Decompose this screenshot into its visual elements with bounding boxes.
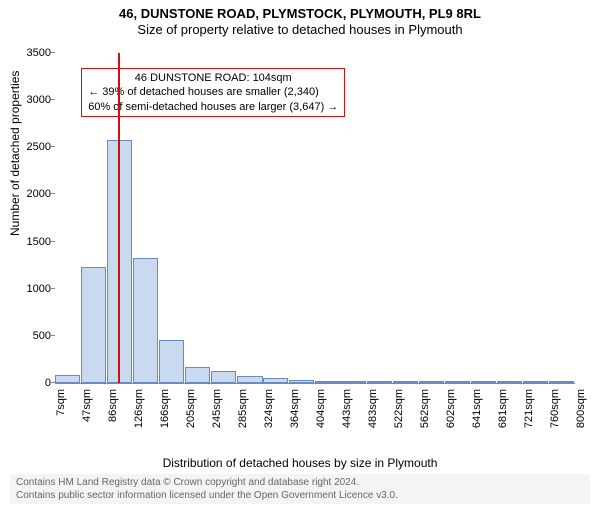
footer-line-2: Contains public sector information licen…: [16, 489, 584, 502]
histogram-bar: [237, 376, 262, 383]
histogram-bar: [497, 381, 522, 383]
annotation-line-3: 60% of semi-detached houses are larger (…: [88, 100, 338, 114]
x-tick-label: 760sqm: [549, 389, 561, 428]
y-tick-label: 3000: [27, 94, 51, 106]
y-tick-mark: [51, 146, 55, 147]
x-tick-label: 7sqm: [55, 389, 67, 416]
histogram-bar: [185, 367, 210, 383]
y-tick-label: 500: [33, 330, 51, 342]
y-tick-mark: [51, 52, 55, 53]
x-tick-label: 324sqm: [263, 389, 275, 428]
bars-layer: 05001000150020002500300035007sqm47sqm86s…: [55, 54, 575, 384]
x-tick-label: 602sqm: [445, 389, 457, 428]
histogram-bar: [211, 371, 236, 383]
x-tick-label: 126sqm: [133, 389, 145, 428]
x-tick-label: 522sqm: [393, 389, 405, 428]
y-tick-mark: [51, 241, 55, 242]
x-tick-label: 681sqm: [497, 389, 509, 428]
x-tick-label: 641sqm: [471, 389, 483, 428]
x-tick-label: 800sqm: [575, 389, 587, 428]
annotation-line-1: 46 DUNSTONE ROAD: 104sqm: [88, 71, 338, 85]
histogram-bar: [393, 381, 418, 383]
x-tick-label: 86sqm: [107, 389, 119, 422]
histogram-bar: [419, 381, 444, 383]
histogram-bar: [289, 380, 314, 383]
footer-line-1: Contains HM Land Registry data © Crown c…: [16, 476, 584, 489]
histogram-bar: [549, 381, 574, 383]
histogram-bar: [367, 381, 392, 383]
x-axis-label: Distribution of detached houses by size …: [0, 456, 600, 470]
y-tick-label: 2000: [27, 188, 51, 200]
x-tick-label: 364sqm: [289, 389, 301, 428]
x-tick-label: 483sqm: [367, 389, 379, 428]
annotation-line-2: ← 39% of detached houses are smaller (2,…: [88, 85, 338, 99]
x-tick-label: 404sqm: [315, 389, 327, 428]
y-axis-label: Number of detached properties: [8, 71, 22, 236]
x-tick-label: 562sqm: [419, 389, 431, 428]
y-tick-label: 0: [45, 377, 51, 389]
x-tick-label: 245sqm: [211, 389, 223, 428]
histogram-bar: [159, 340, 184, 383]
y-tick-mark: [51, 99, 55, 100]
x-tick-label: 205sqm: [185, 389, 197, 428]
histogram-bar: [55, 375, 80, 383]
y-tick-label: 1000: [27, 283, 51, 295]
histogram-bar: [341, 381, 366, 383]
histogram-bar: [445, 381, 470, 383]
chart-plot-area: 05001000150020002500300035007sqm47sqm86s…: [55, 54, 575, 414]
x-tick-label: 443sqm: [341, 389, 353, 428]
chart-title-sub: Size of property relative to detached ho…: [0, 22, 600, 37]
y-tick-label: 1500: [27, 236, 51, 248]
histogram-bar: [263, 378, 288, 383]
x-tick-label: 721sqm: [523, 389, 535, 428]
y-tick-label: 2500: [27, 141, 51, 153]
histogram-bar: [133, 258, 158, 383]
histogram-bar: [315, 381, 340, 383]
annotation-box: 46 DUNSTONE ROAD: 104sqm← 39% of detache…: [81, 68, 345, 117]
chart-title-main: 46, DUNSTONE ROAD, PLYMSTOCK, PLYMOUTH, …: [0, 6, 600, 21]
y-tick-mark: [51, 335, 55, 336]
y-tick-label: 3500: [27, 47, 51, 59]
histogram-bar: [523, 381, 548, 383]
property-marker-line: [118, 53, 120, 383]
x-tick-label: 47sqm: [81, 389, 93, 422]
y-tick-mark: [51, 193, 55, 194]
y-tick-mark: [51, 288, 55, 289]
x-tick-label: 166sqm: [159, 389, 171, 428]
histogram-bar: [471, 381, 496, 383]
x-tick-label: 285sqm: [237, 389, 249, 428]
histogram-bar: [81, 267, 106, 383]
